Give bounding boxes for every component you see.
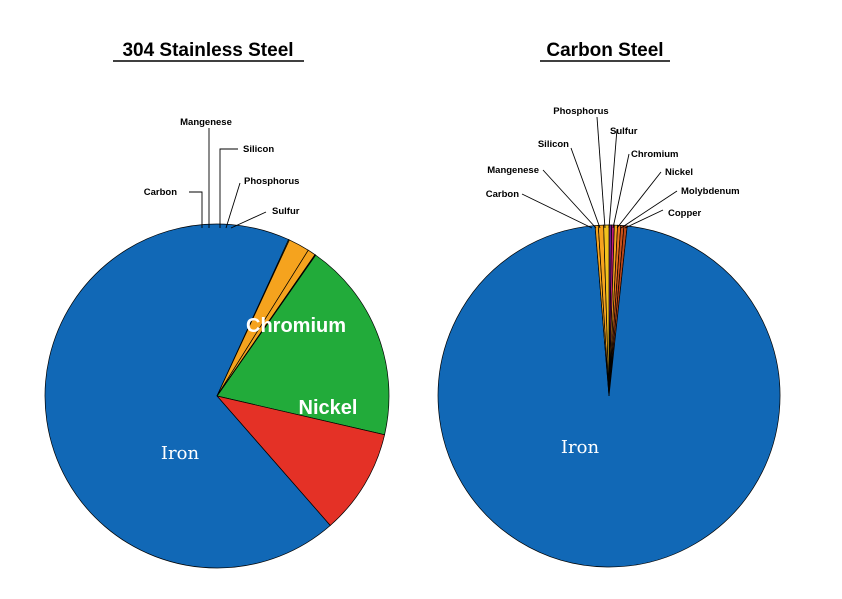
carbon-steel-chart-title: Carbon Steel — [546, 40, 663, 61]
carbon-steel-label-phosphorus: Phosphorus — [553, 106, 608, 117]
carbon-steel-leader-line-silicon — [570, 147, 601, 229]
carbon-steel-leader-line-copper — [624, 209, 664, 229]
stainless-steel-label-silicon: Silicon — [243, 144, 274, 155]
carbon-steel-label-iron: Iron — [561, 437, 600, 458]
stainless-steel-slice-sulfur — [216, 254, 317, 397]
stainless-steel-chart-title: 304 Stainless Steel — [122, 40, 293, 61]
stainless-steel-label-mangenese: Mangenese — [180, 117, 232, 128]
carbon-steel-label-copper: Copper — [668, 208, 702, 219]
carbon-steel-label-chromium: Chromium — [631, 149, 679, 160]
stainless-steel-label-nickel: Nickel — [299, 397, 358, 419]
stainless-steel-label-sulfur: Sulfur — [272, 206, 300, 217]
stainless-steel-slice-chromium — [216, 254, 390, 436]
stainless-steel-leader-line-sulfur — [230, 211, 267, 229]
stainless-steel-slice-nickel — [216, 395, 385, 526]
carbon-steel-leader-line-phosphorus — [596, 116, 606, 229]
stainless-steel-leader-line-carbon — [189, 191, 203, 228]
stainless-steel-label-phosphorus: Phosphorus — [244, 176, 299, 187]
carbon-steel-leader-line-nickel — [616, 171, 662, 229]
carbon-steel-label-molybdenum: Molybdenum — [681, 186, 740, 197]
stainless-steel-leader-line-silicon — [219, 148, 238, 228]
carbon-steel-label-mangenese: Mangenese — [487, 165, 539, 176]
carbon-steel-leader-line-carbon — [521, 193, 593, 229]
stainless-steel-label-iron: Iron — [161, 443, 200, 464]
carbon-steel-leader-line-chromium — [612, 153, 630, 229]
carbon-steel-label-nickel: Nickel — [665, 167, 693, 178]
carbon-steel-leader-line-mangenese — [542, 169, 597, 229]
stainless-steel-pie: 304 Stainless Steel Chromium Nickel Iron Car… — [44, 40, 390, 569]
carbon-steel-label-sulfur: Sulfur — [610, 126, 638, 137]
carbon-steel-label-silicon: Silicon — [538, 139, 569, 150]
stainless-steel-label-carbon: Carbon — [144, 187, 177, 198]
carbon-steel-leader-line-sulfur — [608, 128, 618, 229]
stainless-steel-leader-line-phosphorus — [225, 182, 241, 229]
carbon-steel-leader-line-molybdenum — [620, 190, 678, 229]
stainless-steel-label-chromium: Chromium — [246, 315, 346, 337]
stainless-steel-slice-iron — [44, 223, 331, 569]
carbon-steel-slice-iron — [437, 225, 781, 568]
carbon-steel-label-carbon: Carbon — [486, 189, 519, 200]
